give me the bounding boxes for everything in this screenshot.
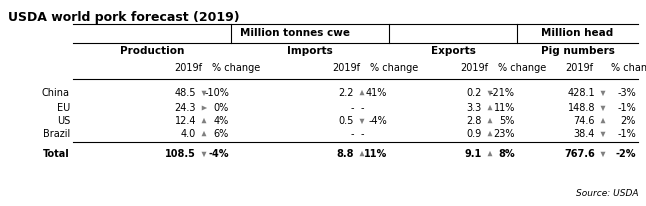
Text: 428.1: 428.1 xyxy=(567,88,595,98)
Text: Total: Total xyxy=(43,149,70,159)
Text: 6%: 6% xyxy=(214,129,229,139)
Text: 0%: 0% xyxy=(214,103,229,113)
Text: -: - xyxy=(360,103,364,113)
Text: 2%: 2% xyxy=(621,116,636,126)
Polygon shape xyxy=(488,91,492,96)
Polygon shape xyxy=(601,152,605,157)
Text: 23%: 23% xyxy=(494,129,515,139)
Text: 108.5: 108.5 xyxy=(165,149,196,159)
Polygon shape xyxy=(601,106,605,111)
Text: 8.8: 8.8 xyxy=(337,149,354,159)
Text: 0.2: 0.2 xyxy=(466,88,482,98)
Polygon shape xyxy=(202,152,207,157)
Text: -1%: -1% xyxy=(617,103,636,113)
Text: Million head: Million head xyxy=(541,28,614,38)
Text: % change: % change xyxy=(212,63,260,73)
Text: % change: % change xyxy=(370,63,418,73)
Text: -4%: -4% xyxy=(209,149,229,159)
Text: -: - xyxy=(351,129,354,139)
Text: 2.2: 2.2 xyxy=(339,88,354,98)
Text: % change: % change xyxy=(611,63,646,73)
Polygon shape xyxy=(601,132,605,137)
Text: 2019f: 2019f xyxy=(174,63,202,73)
Polygon shape xyxy=(360,90,364,95)
Text: Production: Production xyxy=(120,46,184,56)
Text: -4%: -4% xyxy=(368,116,387,126)
Text: 24.3: 24.3 xyxy=(174,103,196,113)
Text: 4%: 4% xyxy=(214,116,229,126)
Text: -: - xyxy=(360,129,364,139)
Text: % change: % change xyxy=(498,63,547,73)
Text: 3.3: 3.3 xyxy=(467,103,482,113)
Text: Million tonnes cwe: Million tonnes cwe xyxy=(240,28,350,38)
Text: USDA world pork forecast (2019): USDA world pork forecast (2019) xyxy=(8,11,240,24)
Text: 0.9: 0.9 xyxy=(467,129,482,139)
Text: 148.8: 148.8 xyxy=(567,103,595,113)
Text: 41%: 41% xyxy=(366,88,387,98)
Text: 2019f: 2019f xyxy=(565,63,593,73)
Polygon shape xyxy=(202,105,207,110)
Text: -2%: -2% xyxy=(616,149,636,159)
Text: 5%: 5% xyxy=(499,116,515,126)
Polygon shape xyxy=(488,118,492,123)
Text: 38.4: 38.4 xyxy=(574,129,595,139)
Polygon shape xyxy=(488,151,492,156)
Text: US: US xyxy=(57,116,70,126)
Text: 74.6: 74.6 xyxy=(574,116,595,126)
Text: 12.4: 12.4 xyxy=(174,116,196,126)
Text: 767.6: 767.6 xyxy=(564,149,595,159)
Text: Exports: Exports xyxy=(431,46,475,56)
Polygon shape xyxy=(360,151,364,156)
Polygon shape xyxy=(360,119,364,124)
Text: 8%: 8% xyxy=(498,149,515,159)
Text: -10%: -10% xyxy=(204,88,229,98)
Text: Pig numbers: Pig numbers xyxy=(541,46,614,56)
Polygon shape xyxy=(202,118,207,123)
Text: 4.0: 4.0 xyxy=(181,129,196,139)
Text: 11%: 11% xyxy=(494,103,515,113)
Text: 9.1: 9.1 xyxy=(464,149,482,159)
Polygon shape xyxy=(601,118,605,123)
Text: 2019f: 2019f xyxy=(460,63,488,73)
Text: Brazil: Brazil xyxy=(43,129,70,139)
Text: -1%: -1% xyxy=(617,129,636,139)
Text: -21%: -21% xyxy=(490,88,515,98)
Text: 2019f: 2019f xyxy=(332,63,360,73)
Polygon shape xyxy=(601,91,605,96)
Text: 2.8: 2.8 xyxy=(466,116,482,126)
Text: 48.5: 48.5 xyxy=(174,88,196,98)
Text: Source: USDA: Source: USDA xyxy=(576,189,638,198)
Text: 0.5: 0.5 xyxy=(339,116,354,126)
Text: Imports: Imports xyxy=(287,46,333,56)
Polygon shape xyxy=(202,131,207,136)
Text: -3%: -3% xyxy=(617,88,636,98)
Text: China: China xyxy=(42,88,70,98)
Polygon shape xyxy=(202,91,207,96)
Text: 11%: 11% xyxy=(364,149,387,159)
Text: -: - xyxy=(351,103,354,113)
Polygon shape xyxy=(488,131,492,136)
Polygon shape xyxy=(488,105,492,110)
Text: EU: EU xyxy=(57,103,70,113)
